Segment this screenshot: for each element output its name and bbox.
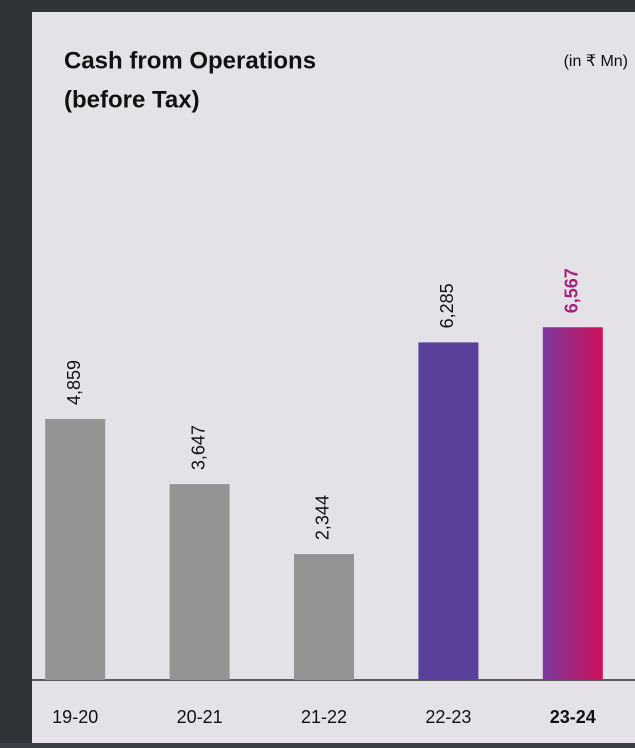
value-label: 6,285 xyxy=(437,283,457,328)
value-label: 6,567 xyxy=(562,268,582,313)
chart-title: (before Tax) xyxy=(64,86,200,113)
value-label: 2,344 xyxy=(313,495,333,540)
value-label: 3,647 xyxy=(188,425,208,470)
bar xyxy=(169,484,230,680)
bar xyxy=(542,327,603,680)
value-label: 4,859 xyxy=(64,360,84,405)
chart-title: Cash from Operations xyxy=(64,47,316,74)
chart-subtitle: (in ₹ Mn) xyxy=(564,53,628,70)
x-tick-label: 23-24 xyxy=(550,707,596,727)
x-tick-label: 22-23 xyxy=(425,707,471,727)
bar xyxy=(294,554,354,680)
x-tick-label: 20-21 xyxy=(177,707,223,727)
bar xyxy=(45,419,106,680)
x-tick-label: 19-20 xyxy=(52,707,98,727)
bar xyxy=(418,342,479,680)
x-tick-label: 21-22 xyxy=(301,707,347,727)
